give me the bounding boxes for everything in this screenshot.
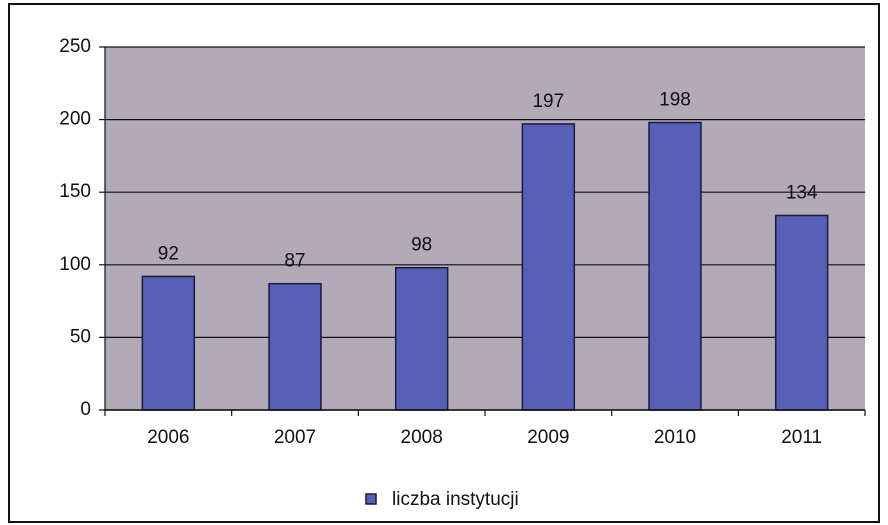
x-tick-label: 2011	[781, 427, 822, 448]
bar	[648, 121, 702, 411]
y-tick-label: 150	[59, 181, 91, 202]
data-label: 98	[411, 235, 432, 256]
y-tick-label: 50	[70, 326, 91, 347]
data-label: 134	[786, 182, 818, 203]
data-label: 197	[532, 91, 564, 112]
y-tick-label: 250	[59, 36, 91, 57]
legend-marker	[365, 493, 377, 505]
x-tick-label: 2009	[527, 427, 569, 448]
bar	[141, 275, 196, 411]
x-tick-label: 2007	[274, 427, 316, 448]
y-tick-label: 100	[59, 254, 91, 275]
bar	[774, 214, 829, 411]
data-label: 92	[158, 243, 179, 264]
bar	[521, 123, 576, 411]
y-tick-label: 0	[80, 399, 91, 420]
legend-label: liczba instytucji	[392, 489, 519, 510]
x-tick-label: 2006	[147, 427, 189, 448]
plot-area	[105, 47, 865, 410]
x-tick-label: 2008	[401, 427, 443, 448]
data-label: 198	[659, 90, 691, 111]
x-tick-label: 2010	[654, 427, 696, 448]
bar	[394, 266, 449, 411]
data-label: 87	[284, 251, 305, 272]
bar	[268, 282, 322, 411]
y-tick-label: 200	[59, 109, 91, 130]
